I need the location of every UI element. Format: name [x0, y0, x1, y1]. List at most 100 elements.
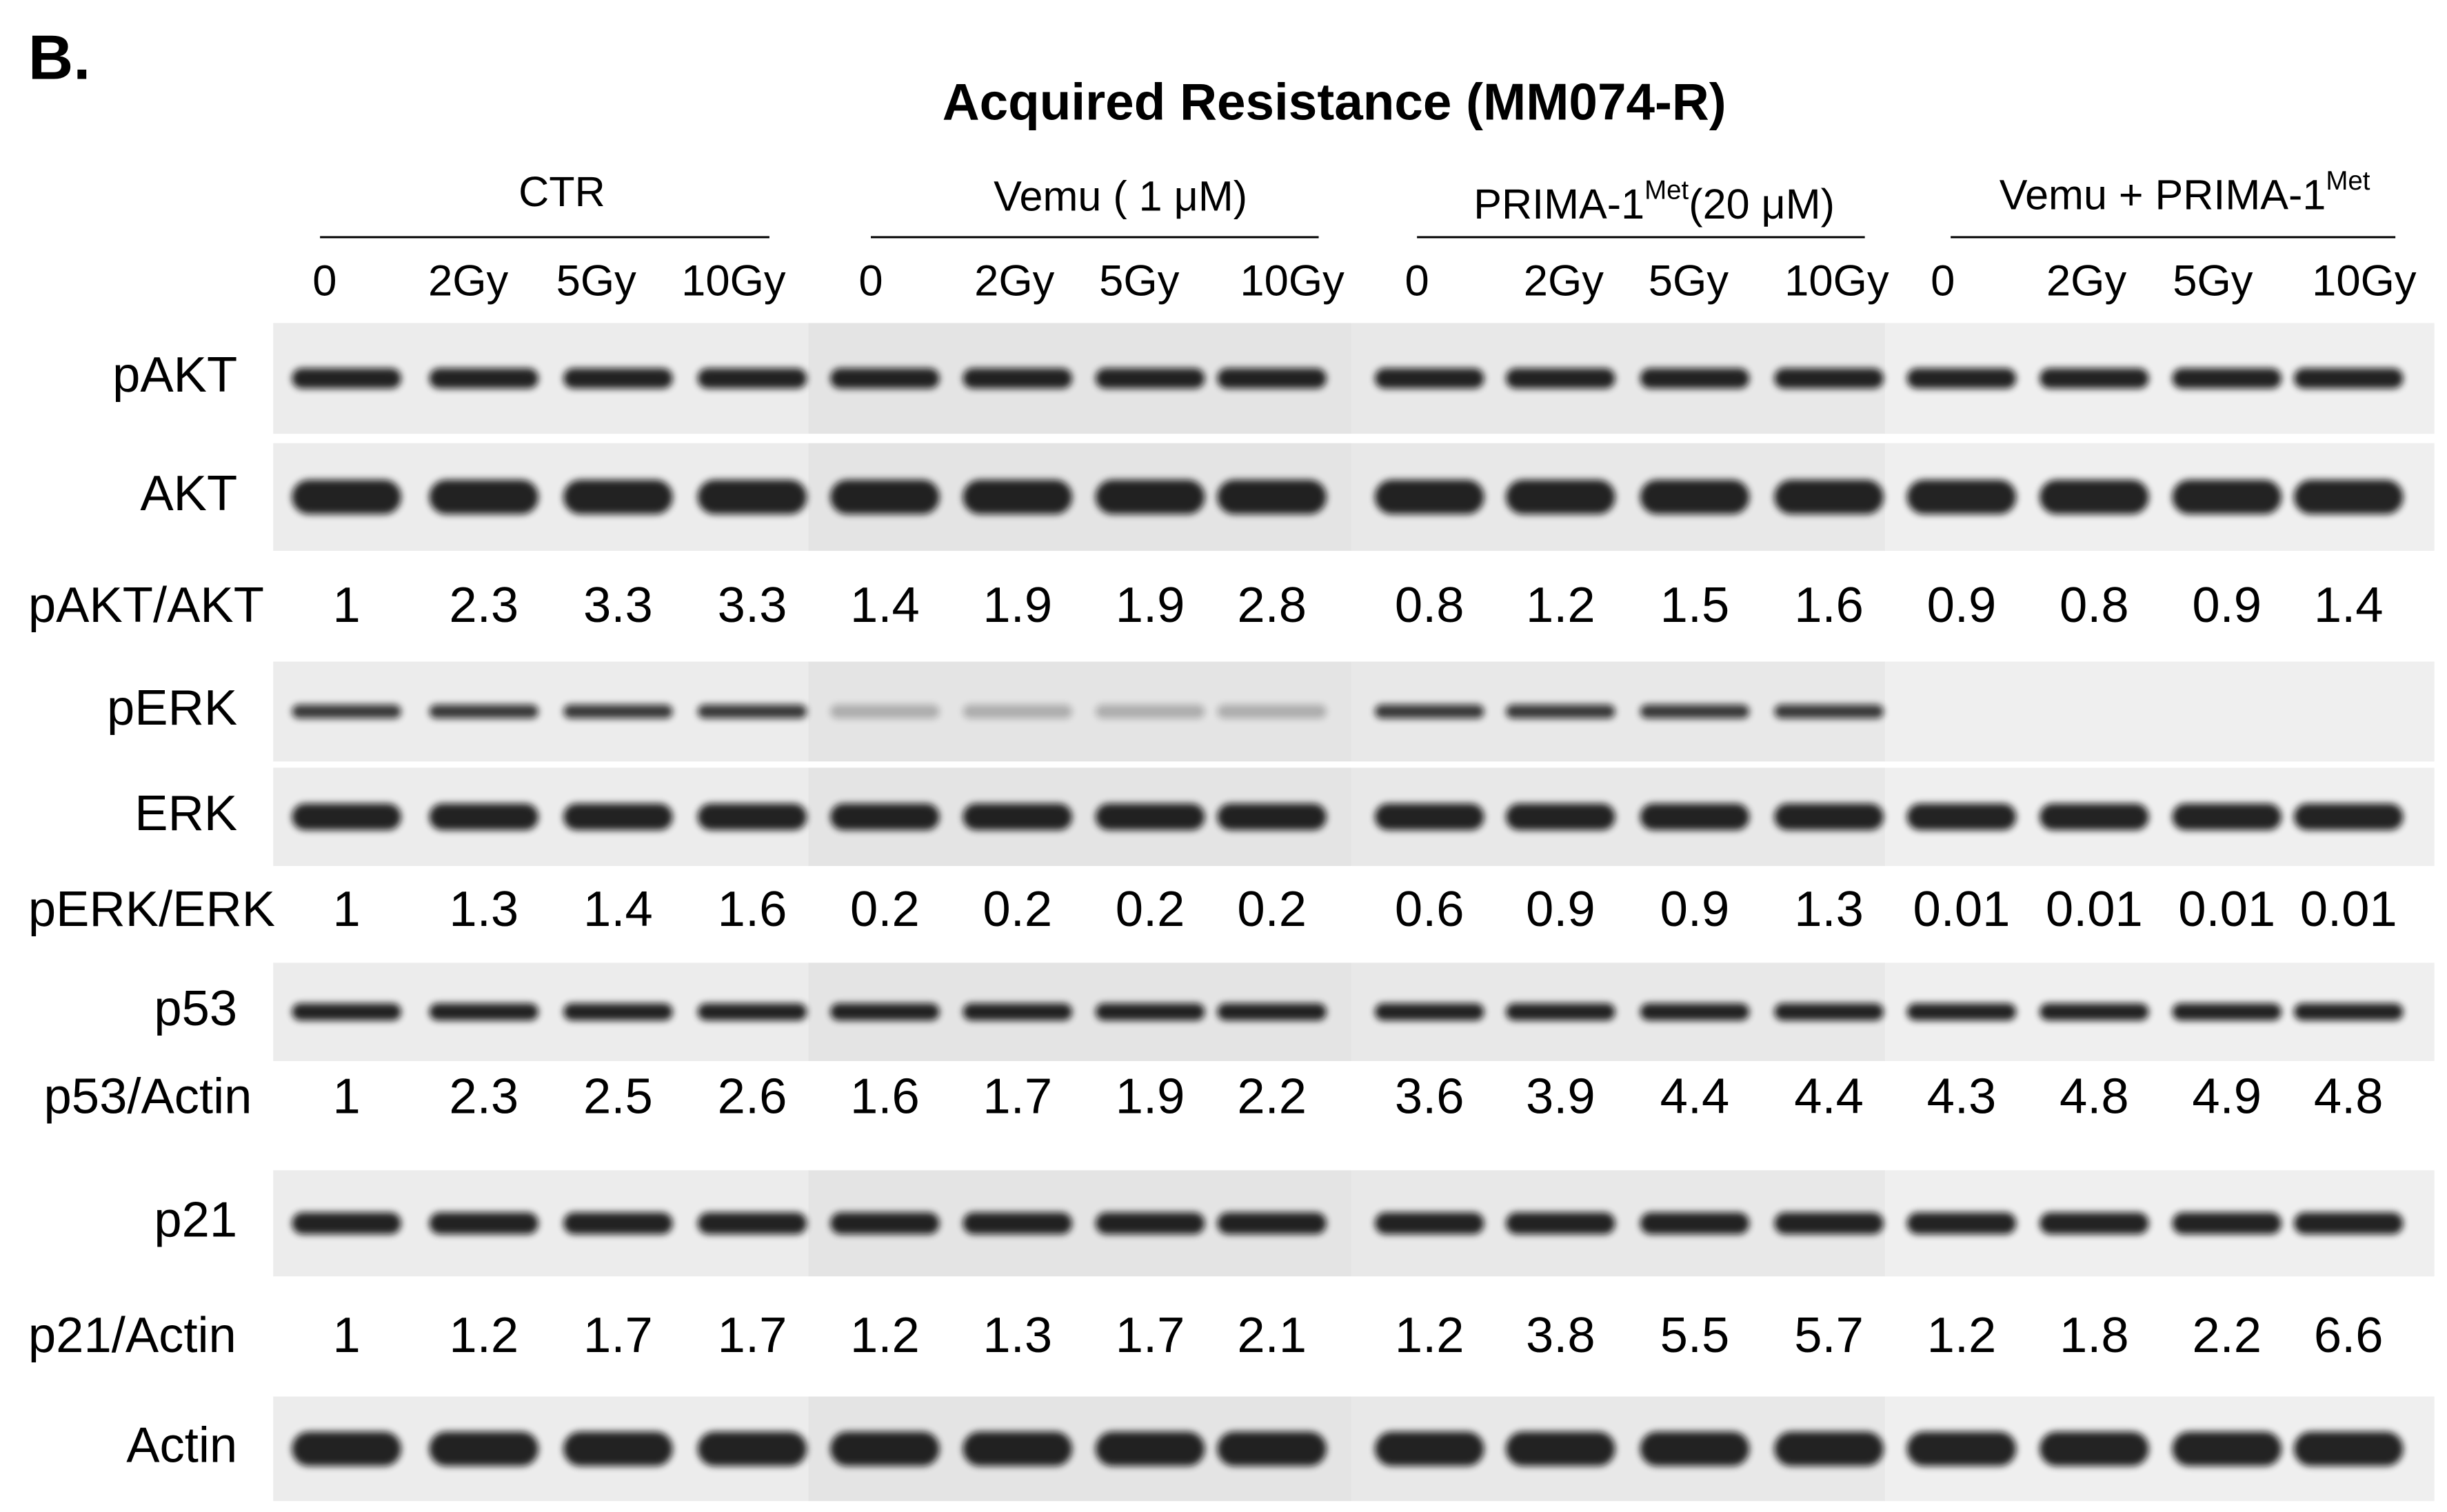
- band: [1774, 1212, 1884, 1235]
- band: [292, 1003, 401, 1021]
- quant-value: 1.5: [1660, 577, 1730, 633]
- band: [830, 1431, 940, 1466]
- quant-value: 0.01: [2300, 881, 2397, 937]
- quant-value: 4.8: [2314, 1069, 2384, 1125]
- band: [1217, 1212, 1327, 1235]
- quant-value: 1.8: [2060, 1307, 2129, 1363]
- quant-value: 1.2: [1395, 1307, 1464, 1363]
- band: [1640, 704, 1750, 719]
- quant-value: 0.8: [2060, 577, 2129, 633]
- band: [2040, 1212, 2149, 1235]
- band: [2172, 1003, 2282, 1021]
- band: [2040, 479, 2149, 514]
- quant-value: 0.9: [2192, 577, 2262, 633]
- quant-value: 1.7: [718, 1307, 787, 1363]
- band: [1906, 1003, 2017, 1021]
- group-superscript: Met: [1644, 176, 1689, 205]
- quant-value: 1.7: [983, 1069, 1052, 1125]
- lane-label: 2Gy: [2046, 257, 2127, 305]
- band: [1640, 479, 1750, 514]
- band: [1217, 1431, 1327, 1466]
- band: [1640, 1003, 1750, 1021]
- quant-value: 5.5: [1660, 1307, 1730, 1363]
- band: [1095, 479, 1205, 514]
- group-name: PRIMA-1: [1473, 181, 1644, 228]
- quant-value: 0.01: [1913, 881, 2011, 937]
- group-suffix: (20 μM): [1689, 181, 1835, 228]
- band: [563, 1212, 673, 1235]
- band: [429, 368, 538, 389]
- band: [429, 1431, 538, 1466]
- lane-label: 5Gy: [1649, 257, 1729, 305]
- quant-value: 1.9: [1116, 1069, 1185, 1125]
- band: [697, 803, 807, 830]
- quant-value: 3.9: [1526, 1069, 1595, 1125]
- lane-label: 2Gy: [1524, 257, 1604, 305]
- band: [1217, 479, 1327, 514]
- quant-value: 0.9: [1660, 881, 1730, 937]
- band: [697, 1431, 807, 1466]
- band: [1906, 368, 2017, 389]
- band: [1906, 479, 2017, 514]
- row-label: pAKT: [112, 347, 237, 403]
- band: [1095, 1003, 1205, 1021]
- quant-value: 1.6: [718, 881, 787, 937]
- group-superscript: Met: [2326, 166, 2370, 196]
- quant-value: 1: [332, 577, 360, 633]
- lane-label: 0: [1405, 257, 1429, 305]
- band: [563, 803, 673, 830]
- band: [1375, 368, 1484, 389]
- band: [963, 704, 1072, 719]
- quant-value: 2.2: [2192, 1307, 2262, 1363]
- band: [2172, 803, 2282, 830]
- band: [1095, 704, 1205, 719]
- band: [1640, 1212, 1750, 1235]
- band: [2172, 1212, 2282, 1235]
- quant-value: 1.4: [2314, 577, 2384, 633]
- band: [2040, 1003, 2149, 1021]
- band: [292, 1212, 401, 1235]
- quant-value: 1.2: [850, 1307, 920, 1363]
- band: [1640, 803, 1750, 830]
- lane-label: 10Gy: [681, 257, 786, 305]
- lane-label: 0: [858, 257, 883, 305]
- band: [563, 1003, 673, 1021]
- quant-value: 1.7: [1116, 1307, 1185, 1363]
- band: [292, 479, 401, 514]
- band: [963, 1212, 1072, 1235]
- band: [830, 1003, 940, 1021]
- band: [429, 803, 538, 830]
- quant-value: 4.3: [1927, 1069, 1997, 1125]
- quant-value: 4.9: [2192, 1069, 2262, 1125]
- quant-value: 1: [332, 881, 360, 937]
- quant-value: 5.7: [1794, 1307, 1864, 1363]
- row-label: p21: [154, 1191, 237, 1247]
- blot-panel: [1885, 661, 2435, 762]
- band: [292, 704, 401, 719]
- quant-value: 2.3: [449, 1069, 518, 1125]
- row-label: pERK/ERK: [28, 881, 275, 937]
- band: [1506, 1003, 1615, 1021]
- lane-label: 5Gy: [1099, 257, 1180, 305]
- quant-value: 1.3: [983, 1307, 1052, 1363]
- band: [963, 479, 1072, 514]
- band: [1375, 1003, 1484, 1021]
- quant-value: 3.3: [583, 577, 653, 633]
- quant-value: 0.6: [1395, 881, 1464, 937]
- quant-value: 1.2: [1526, 577, 1595, 633]
- quant-value: 2.1: [1237, 1307, 1307, 1363]
- band: [1774, 368, 1884, 389]
- band: [292, 368, 401, 389]
- quant-value: 1: [332, 1307, 360, 1363]
- band: [1906, 803, 2017, 830]
- band: [1774, 1431, 1884, 1466]
- band: [1640, 1431, 1750, 1466]
- quant-value: 0.9: [1526, 881, 1595, 937]
- band: [697, 1003, 807, 1021]
- band: [2040, 1431, 2149, 1466]
- quant-value: 3.6: [1395, 1069, 1464, 1125]
- band: [1506, 368, 1615, 389]
- quant-value: 0.2: [850, 881, 920, 937]
- band: [2172, 1431, 2282, 1466]
